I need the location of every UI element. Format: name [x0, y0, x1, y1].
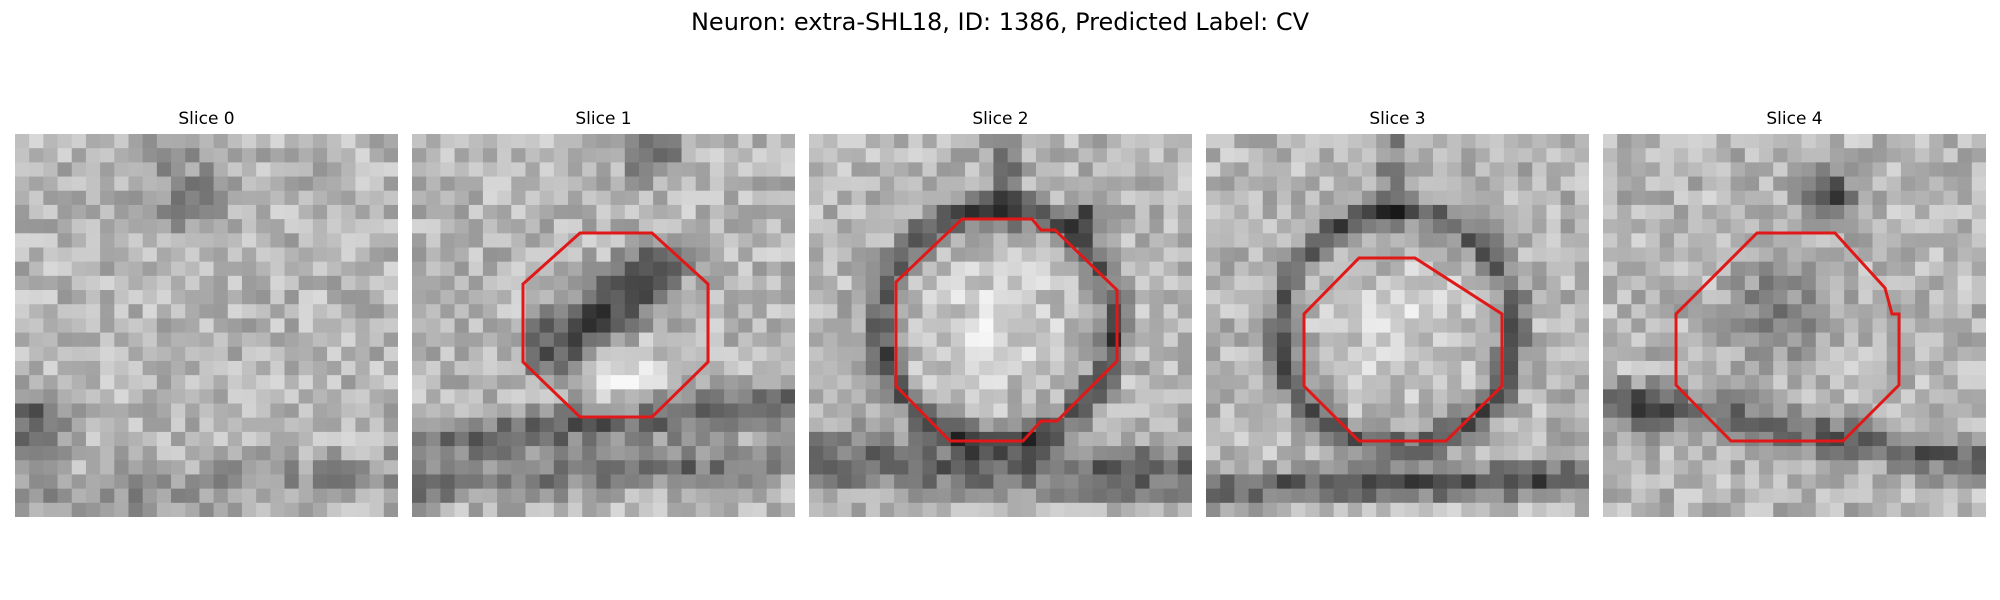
- em-image-pixels: [1603, 134, 1986, 517]
- slice-title-4: Slice 4: [1766, 109, 1823, 129]
- slice-panel-4: Slice 4: [1603, 108, 1986, 520]
- slice-title-3: Slice 3: [1369, 109, 1426, 129]
- slice-image-0: [15, 134, 398, 517]
- slice-panel-3: Slice 3: [1206, 108, 1589, 520]
- slice-panel-1: Slice 1: [412, 108, 795, 520]
- em-image-pixels: [1206, 134, 1589, 517]
- figure-title: Neuron: extra-SHL18, ID: 1386, Predicted…: [690, 8, 1310, 36]
- roi-octagon-outline: [894, 217, 1119, 443]
- roi-octagon-outline: [1302, 256, 1504, 443]
- slice-image-4: [1603, 134, 1986, 517]
- roi-octagon-outline: [1674, 231, 1901, 443]
- slice-title-2: Slice 2: [972, 109, 1029, 129]
- slice-image-1: [412, 134, 795, 517]
- slice-title-1: Slice 1: [575, 109, 632, 129]
- slice-panel-2: Slice 2: [809, 108, 1192, 520]
- slice-title-0: Slice 0: [178, 109, 235, 129]
- roi-octagon-outline: [521, 231, 710, 419]
- em-image-pixels: [809, 134, 1192, 517]
- em-image-pixels: [15, 134, 398, 517]
- slice-image-3: [1206, 134, 1589, 517]
- em-image-pixels: [412, 134, 795, 517]
- slice-image-2: [809, 134, 1192, 517]
- slice-panel-0: Slice 0: [15, 108, 398, 520]
